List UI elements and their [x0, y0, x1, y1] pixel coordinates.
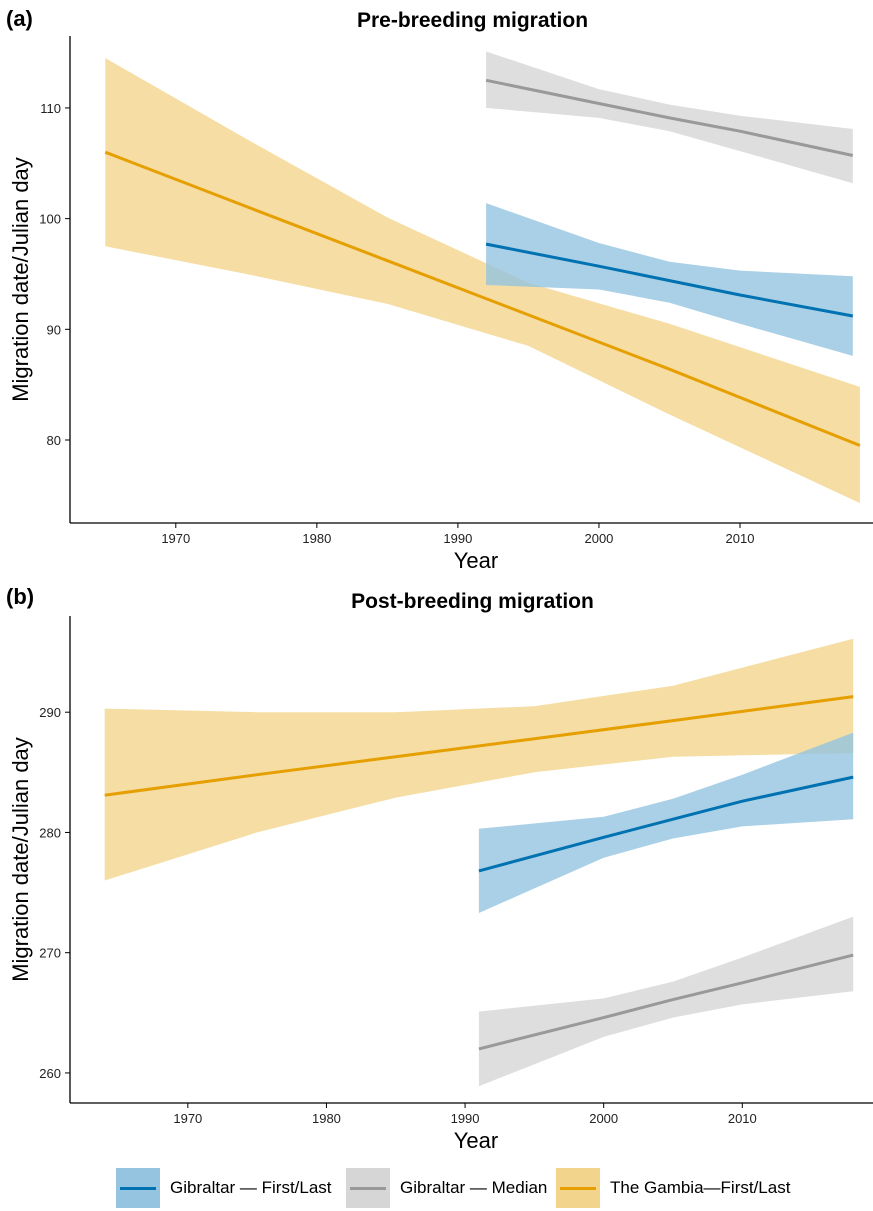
panel-a-x-tick-label-1980: 1980 [302, 531, 331, 546]
panel-b-x-tick-label-1990: 1990 [451, 1111, 480, 1126]
panel-a-y-tick-label-80: 80 [47, 433, 61, 448]
panel-b-band-gibraltar-first-last [478, 732, 854, 913]
panel-b-x-tick-label-1980: 1980 [312, 1111, 341, 1126]
panel-b-x-tick-label-1970: 1970 [173, 1111, 202, 1126]
panel-b-y-tick-label-280: 280 [39, 825, 61, 840]
panel-a-x-tick-label-1990: 1990 [443, 531, 472, 546]
legend-label-gibraltar-median: Gibraltar — Median [400, 1178, 548, 1197]
panel-b-line-gibraltar-median [478, 953, 854, 1051]
legend-item-gibraltar-first-last: Gibraltar — First/Last [116, 1168, 332, 1208]
panel-b-band-the-gambia-first-last [104, 638, 854, 881]
panel-a-tag: (a) [6, 6, 33, 31]
panel-a-x-tick-label-1970: 1970 [161, 531, 190, 546]
legend: Gibraltar — First/Last Gibraltar — Media… [0, 1168, 873, 1208]
panel-a-x-tick-label-2000: 2000 [584, 531, 613, 546]
legend-line-gibraltar-median [350, 1187, 386, 1190]
legend-key-the-gambia-first-last [556, 1168, 600, 1208]
panel-a-title: Pre-breeding migration [356, 9, 589, 32]
panel-a-line-gibraltar-median [485, 78, 854, 157]
panel-b-title: Post-breeding migration [351, 590, 594, 613]
legend-line-gibraltar-first-last [120, 1187, 156, 1190]
panel-b-chart: 1970 1980 1990 2000 2010 260 270 280 290 Year Migr… [8, 616, 873, 1153]
panel-b-y-tick-label-270: 270 [39, 946, 61, 961]
panel-b-x-tick-label-2000: 2000 [589, 1111, 618, 1126]
panel-a-y-axis-title: Migration date/Julian day [8, 157, 33, 402]
panel-b-line-gibraltar-first-last [478, 775, 854, 873]
panel-a-x-axis-title: Year [454, 548, 498, 573]
panel-a-chart: 1970 1980 1990 2000 2010 80 90 100 110 Year Migrat… [8, 36, 873, 573]
panel-b-x-tick-label-2010: 2010 [728, 1111, 757, 1126]
legend-line-the-gambia-first-last [560, 1187, 596, 1190]
panel-a-x-tick-label-2010: 2010 [726, 531, 755, 546]
panel-b-y-tick-label-290: 290 [39, 705, 61, 720]
panel-a-line-the-gambia-first-last [104, 150, 861, 447]
legend-label-the-gambia-first-last: The Gambia—First/Last [610, 1178, 791, 1197]
panel-a-y-tick-label-100: 100 [39, 212, 61, 227]
legend-key-gibraltar-first-last [116, 1168, 160, 1208]
panel-b-y-axis-title: Migration date/Julian day [8, 737, 33, 982]
panel-a-band-the-gambia-first-last [105, 58, 860, 504]
panel-b-y-tick-label-260: 260 [39, 1066, 61, 1081]
panel-a-line-gibraltar-first-last [485, 242, 854, 318]
legend-item-the-gambia-first-last: The Gambia—First/Last [556, 1168, 790, 1208]
legend-item-gibraltar-median: Gibraltar — Median [346, 1168, 547, 1208]
panel-b-tag: (b) [6, 584, 35, 609]
legend-key-gibraltar-median [346, 1168, 390, 1208]
legend-label-gibraltar-first-last: Gibraltar — First/Last [170, 1178, 332, 1197]
panel-b-x-axis-title: Year [454, 1128, 498, 1153]
panel-b-line-the-gambia-first-last [104, 695, 854, 797]
panel-a-y-tick-label-110: 110 [40, 101, 61, 116]
panel-a-y-tick-label-90: 90 [47, 322, 61, 337]
